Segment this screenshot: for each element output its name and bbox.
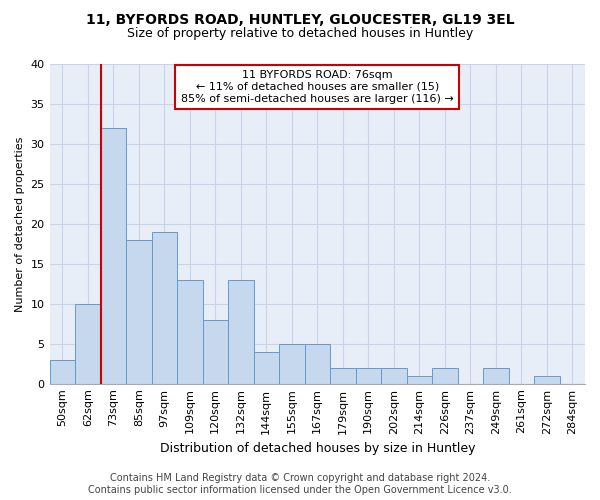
Bar [254, 352, 279, 384]
Bar [305, 344, 330, 384]
Bar [177, 280, 203, 384]
Bar [75, 304, 101, 384]
Bar [534, 376, 560, 384]
Bar [407, 376, 432, 384]
Bar [203, 320, 228, 384]
Bar [432, 368, 458, 384]
Text: Size of property relative to detached houses in Huntley: Size of property relative to detached ho… [127, 28, 473, 40]
Bar [330, 368, 356, 384]
Bar [126, 240, 152, 384]
Bar [228, 280, 254, 384]
Y-axis label: Number of detached properties: Number of detached properties [15, 136, 25, 312]
Bar [279, 344, 305, 384]
Text: 11, BYFORDS ROAD, HUNTLEY, GLOUCESTER, GL19 3EL: 11, BYFORDS ROAD, HUNTLEY, GLOUCESTER, G… [86, 12, 514, 26]
Bar [483, 368, 509, 384]
Bar [381, 368, 407, 384]
Text: 11 BYFORDS ROAD: 76sqm
← 11% of detached houses are smaller (15)
85% of semi-det: 11 BYFORDS ROAD: 76sqm ← 11% of detached… [181, 70, 454, 104]
Bar [50, 360, 75, 384]
X-axis label: Distribution of detached houses by size in Huntley: Distribution of detached houses by size … [160, 442, 475, 455]
Text: Contains HM Land Registry data © Crown copyright and database right 2024.
Contai: Contains HM Land Registry data © Crown c… [88, 474, 512, 495]
Bar [101, 128, 126, 384]
Bar [152, 232, 177, 384]
Bar [356, 368, 381, 384]
